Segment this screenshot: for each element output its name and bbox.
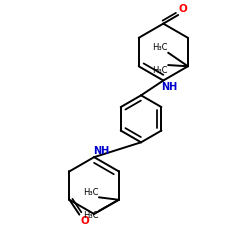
Text: O: O (80, 216, 89, 226)
Text: H₃C: H₃C (152, 43, 168, 52)
Text: H₃C: H₃C (152, 66, 168, 74)
Text: H₃C: H₃C (83, 188, 98, 197)
Text: NH: NH (93, 146, 109, 156)
Text: H₃C: H₃C (83, 212, 98, 220)
Text: O: O (179, 4, 188, 14)
Text: NH: NH (161, 82, 177, 92)
